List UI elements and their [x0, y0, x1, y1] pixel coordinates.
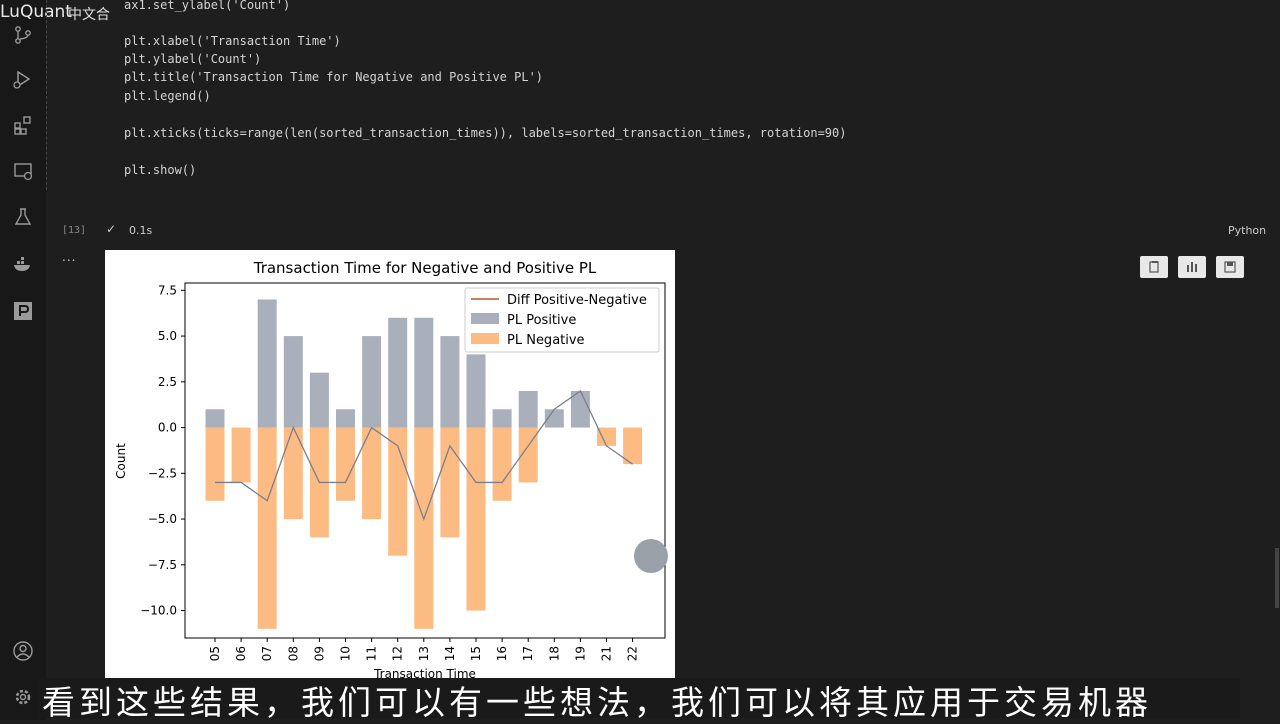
- legend-label-positive: PL Positive: [507, 313, 576, 328]
- code-line: plt.ylabel('Count'): [124, 52, 262, 66]
- bar-positive: [336, 409, 355, 428]
- chart-icon[interactable]: [1178, 256, 1206, 278]
- save-icon[interactable]: [1216, 256, 1244, 278]
- cursor-indicator: [634, 539, 668, 573]
- x-tick-label: 08: [286, 646, 300, 661]
- docker-icon[interactable]: [12, 254, 34, 276]
- bar-negative: [466, 427, 486, 611]
- x-tick-label: 19: [573, 646, 587, 661]
- code-line: plt.title('Transaction Time for Negative…: [124, 70, 544, 84]
- bar-negative: [518, 427, 538, 483]
- run-debug-icon[interactable]: [12, 68, 34, 90]
- bar-chart: 7.5 5.0 2.5 0.0 −2.5 −5.0 −7.5 −10.0 05 06 07 08 09 1…: [114, 259, 666, 681]
- plot-frame: [184, 282, 666, 639]
- source-control-icon[interactable]: [12, 24, 34, 46]
- output-toolbar: [1140, 256, 1244, 278]
- x-tick-label: 22: [626, 646, 640, 661]
- bar-negative: [205, 427, 225, 501]
- bar-negative: [597, 427, 616, 446]
- legend-box: [464, 287, 660, 353]
- y-tick-label: −5.0: [148, 512, 177, 526]
- kernel-language[interactable]: Python: [1228, 224, 1267, 237]
- channel-watermark: LuQuant: [0, 2, 72, 22]
- x-tick-label: 10: [339, 646, 353, 661]
- y-tick-label: −7.5: [148, 558, 177, 572]
- chart-title: Transaction Time for Negative and Positi…: [253, 259, 597, 277]
- bar-negative: [336, 427, 355, 501]
- x-axis-label: Transaction Time: [373, 667, 476, 680]
- code-line: plt.xticks(ticks=range(len(sorted_transa…: [124, 126, 847, 140]
- execution-count: [13]: [62, 225, 87, 236]
- bar-negative: [283, 427, 303, 520]
- bar-positive: [283, 336, 303, 428]
- x-tick-label: 18: [547, 646, 561, 661]
- bar-positive: [388, 317, 408, 428]
- code-line: plt.show(): [124, 163, 197, 177]
- y-axis-label: Count: [114, 443, 128, 479]
- code-line: plt.legend(): [124, 89, 211, 103]
- bar-positive: [205, 409, 225, 428]
- bar-negative: [414, 427, 434, 629]
- bar-positive: [414, 317, 434, 428]
- account-icon[interactable]: [12, 640, 34, 662]
- x-tick-label: 13: [417, 646, 431, 661]
- x-tick-label: 17: [521, 646, 535, 661]
- scrollbar-thumb[interactable]: [1275, 548, 1279, 608]
- bar-positive: [570, 390, 590, 428]
- x-tick-label: 07: [260, 646, 274, 661]
- code-line: ax1.set_ylabel('Count'): [124, 0, 291, 12]
- legend-swatch-negative: [471, 333, 499, 344]
- bar-positive: [362, 336, 382, 428]
- y-tick-label: 2.5: [158, 375, 177, 389]
- y-tick-label: 0.0: [158, 421, 177, 435]
- subtitle-background: [38, 678, 1240, 718]
- x-tick-label: 15: [469, 646, 483, 661]
- testing-icon[interactable]: [12, 206, 34, 228]
- code-line: plt.xlabel('Transaction Time'): [124, 34, 341, 48]
- x-tick-label: 05: [208, 646, 222, 661]
- line-diff: [215, 389, 633, 521]
- legend-swatch-positive: [471, 313, 499, 324]
- jupyter-icon[interactable]: [12, 300, 34, 322]
- y-tick-label: −10.0: [140, 604, 177, 618]
- bar-positive: [466, 354, 486, 428]
- settings-icon[interactable]: [12, 686, 34, 708]
- x-tick-label: 11: [365, 646, 379, 661]
- y-tick-label: −2.5: [148, 466, 177, 480]
- channel-watermark-tag: 中文合: [68, 7, 110, 23]
- x-tick-label: 12: [391, 646, 405, 661]
- plot-output: 7.5 5.0 2.5 0.0 −2.5 −5.0 −7.5 −10.0 05 06 07 08 09 1…: [105, 250, 675, 681]
- legend-label-negative: PL Negative: [507, 333, 585, 348]
- bar-negative: [231, 427, 251, 483]
- output-more-button[interactable]: ...: [62, 250, 77, 264]
- x-tick-label: 06: [234, 646, 248, 661]
- legend-label-diff: Diff Positive-Negative: [507, 293, 647, 308]
- bar-negative: [440, 427, 460, 538]
- x-tick-label: 14: [443, 646, 457, 661]
- activity-bar: [0, 0, 46, 720]
- execution-time: 0.1s: [129, 224, 153, 237]
- bar-negative: [623, 427, 643, 465]
- extensions-icon[interactable]: [12, 114, 34, 136]
- bar-positive: [492, 409, 512, 428]
- bar-positive: [440, 336, 460, 428]
- bar-positive: [309, 372, 329, 428]
- bar-positive: [544, 409, 564, 428]
- indent-guide: [46, 0, 48, 190]
- y-tick-label: 7.5: [158, 283, 177, 297]
- y-tick-label: 5.0: [158, 329, 177, 343]
- copy-icon[interactable]: [1140, 256, 1168, 278]
- video-subtitle: 看到这些结果，我们可以有一些想法，我们可以将其应用于交易机器: [42, 683, 1152, 722]
- bar-negative: [362, 427, 382, 520]
- bar-negative: [492, 427, 512, 501]
- x-tick-label: 21: [600, 646, 614, 661]
- x-tick-label: 09: [312, 646, 326, 661]
- bar-positive: [518, 390, 538, 428]
- x-tick-label: 16: [495, 646, 509, 661]
- bar-negative: [257, 427, 277, 629]
- success-check-icon: ✓: [106, 222, 117, 236]
- bar-positive: [257, 299, 277, 428]
- remote-explorer-icon[interactable]: [12, 160, 34, 182]
